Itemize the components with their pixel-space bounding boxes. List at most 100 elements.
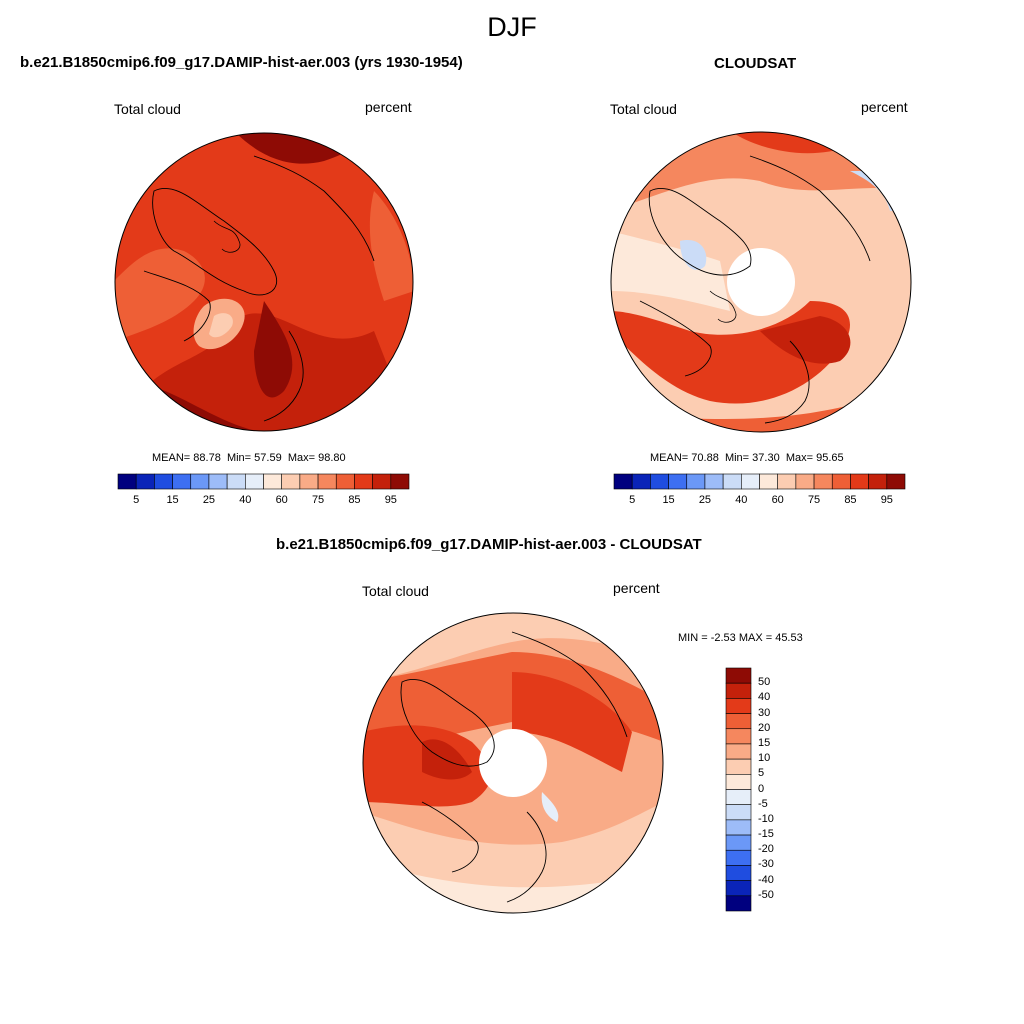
diff-panel-colorbar-tick-label: -50 [758,888,774,901]
panel-1-colorbar-box [208,473,228,490]
panel-2-colorbar-box [631,473,651,490]
panel-2-colorbar-box [831,473,851,490]
diff-panel-colorbar-tick-label: 5 [758,767,765,780]
panel-1-coastline [152,187,278,296]
diff-panel-colorbar-box [725,880,752,897]
panel-1-coastline [253,155,375,262]
diff-panel-colorbar-tick-label: 30 [758,706,771,719]
panel-2-colorbar-tick-label: 15 [662,494,675,506]
diff-panel-map-border [362,612,664,914]
diff-panel-colorbar-box [725,698,752,714]
panel-1-min-value: 57.59 [254,452,282,464]
panel-2-colorbar-tick-label: 25 [698,494,712,506]
panel-1-colorbar-box [390,473,410,490]
diff-panel-colorbar-box [725,728,752,745]
panel-1-colorbar-box [154,473,173,490]
panel-1-colorbar-tick-label: 60 [275,494,288,506]
panel-2-colorbar-box [650,473,669,490]
panel-2-min-label: Min= [724,452,750,464]
panel-1-coastline [213,220,241,253]
diff-panel-title: b.e21.B1850cmip6.f09_g17.DAMIP-hist-aer.… [276,536,702,553]
panel-1-colorbar-box [317,473,337,490]
panel-2-title: CLOUDSAT [714,55,797,72]
panel-1-colorbar [117,473,410,490]
panel-2-min-value: 37.30 [752,452,780,464]
panel-2-colorbar-box [850,473,869,490]
panel-2-colorbar-box [868,473,888,490]
diff-panel-colorbar-box [725,849,752,866]
diff-panel-colorbar-box [725,895,752,912]
panel-2-max-label: Max= [785,452,814,464]
diff-panel-colorbar-ticks: 50 40 30 20 15 10 5 0 -5 -10 -15 -20 -30 -40 -50 [758,668,798,911]
panel-2-colorbar-tick-label: 60 [771,494,784,506]
panel-2-colorbar-box [813,473,833,490]
panel-1-map-border [114,132,414,432]
panel-2-colorbar-tick-label: 75 [807,494,821,506]
panel-1-units: percent [365,99,412,115]
panel-1-colorbar-tick-label: 75 [311,494,325,506]
diff-panel-colorbar [725,667,752,912]
panel-1-max-label: Max= [287,452,316,464]
diff-panel-colorbar-tick-label: -20 [758,843,774,856]
panel-2-mean-label: MEAN= [650,452,689,464]
diff-panel-colorbar-tick-label: 40 [758,691,771,704]
diff-panel-coastline [506,811,547,903]
diff-panel-colorbar-box [725,743,752,760]
diff-panel-colorbar-box [725,789,752,805]
panel-2-polar-map [610,131,912,433]
panel-2-colorbar-box [886,473,906,490]
panel-2-colorbar-box [777,473,797,490]
panel-1-title: b.e21.B1850cmip6.f09_g17.DAMIP-hist-aer.… [20,54,463,71]
panel-2-coastline [764,340,810,424]
panel-1-colorbar-box [335,473,355,490]
panel-1-mean-value: 88.78 [193,452,221,464]
panel-1-colorbar-box [354,473,373,490]
diff-panel-missing-pole [479,729,547,797]
panel-1-colorbar-box [135,473,155,490]
diff-panel-colorbar-tick-label: -40 [758,873,774,886]
panel-1-field-band [369,191,413,301]
diff-panel-colorbar-box [725,865,752,881]
diff-panel-coastline [511,631,628,738]
panel-1-coastline [263,330,304,422]
panel-1-field-band [115,248,205,341]
panel-1-colorbar-tick-label: 5 [133,494,140,506]
panel-2-colorbar-box [741,473,760,490]
panel-2-colorbar-box [686,473,706,490]
diff-panel-colorbar-tick-label: -10 [758,812,774,825]
panel-1-coastline [143,270,211,342]
diff-panel-colorbar-box [725,682,752,699]
diff-panel-colorbar-box [725,834,752,851]
panel-2-mean-value: 70.88 [691,452,719,464]
diff-panel-colorbar-tick-label: 15 [758,736,771,749]
diff-panel-field-band [512,672,632,772]
panel-1-mean-label: MEAN= [152,452,191,464]
panel-1-colorbar-box [281,473,301,490]
panel-1-field-band [254,301,293,398]
diff-panel-colorbar-tick-label: -30 [758,858,774,871]
diff-panel-colorbar-tick-label: 20 [758,721,771,734]
panel-1-colorbar-tick-label: 85 [348,494,361,506]
panel-1-colorbar-box [172,473,192,490]
panel-2-colorbar-box [722,473,742,490]
panel-2-colorbar-tick-label: 5 [629,494,636,506]
diff-panel-colorbar-tick-label: 50 [758,676,771,689]
panel-1-max-value: 98.80 [318,452,346,464]
panel-2-colorbar-ticks: 5 15 25 40 60 75 85 95 [614,494,905,508]
panel-1-polar-map [114,132,414,432]
panel-2-colorbar-tick-label: 85 [844,494,857,506]
panel-2-colorbar-tick-label: 95 [880,494,893,506]
panel-2-coastline [709,290,737,323]
panel-2-map-border [610,131,912,433]
figure-title: DJF [487,12,537,42]
diff-panel-colorbar-tick-label: -5 [758,797,768,810]
panel-2-field-band [611,231,730,311]
diff-panel-field-band [541,792,559,822]
diff-panel-colorbar-box [725,667,752,684]
panel-1-colorbar-box [245,473,264,490]
diff-panel-colorbar-box [725,758,752,775]
diff-panel-variable: Total cloud [362,583,429,599]
panel-2-field-band [760,316,851,364]
panel-2-stats: MEAN= 70.88 Min= 37.30 Max= 95.65 [650,452,844,464]
panel-1-colorbar-box [117,473,137,490]
